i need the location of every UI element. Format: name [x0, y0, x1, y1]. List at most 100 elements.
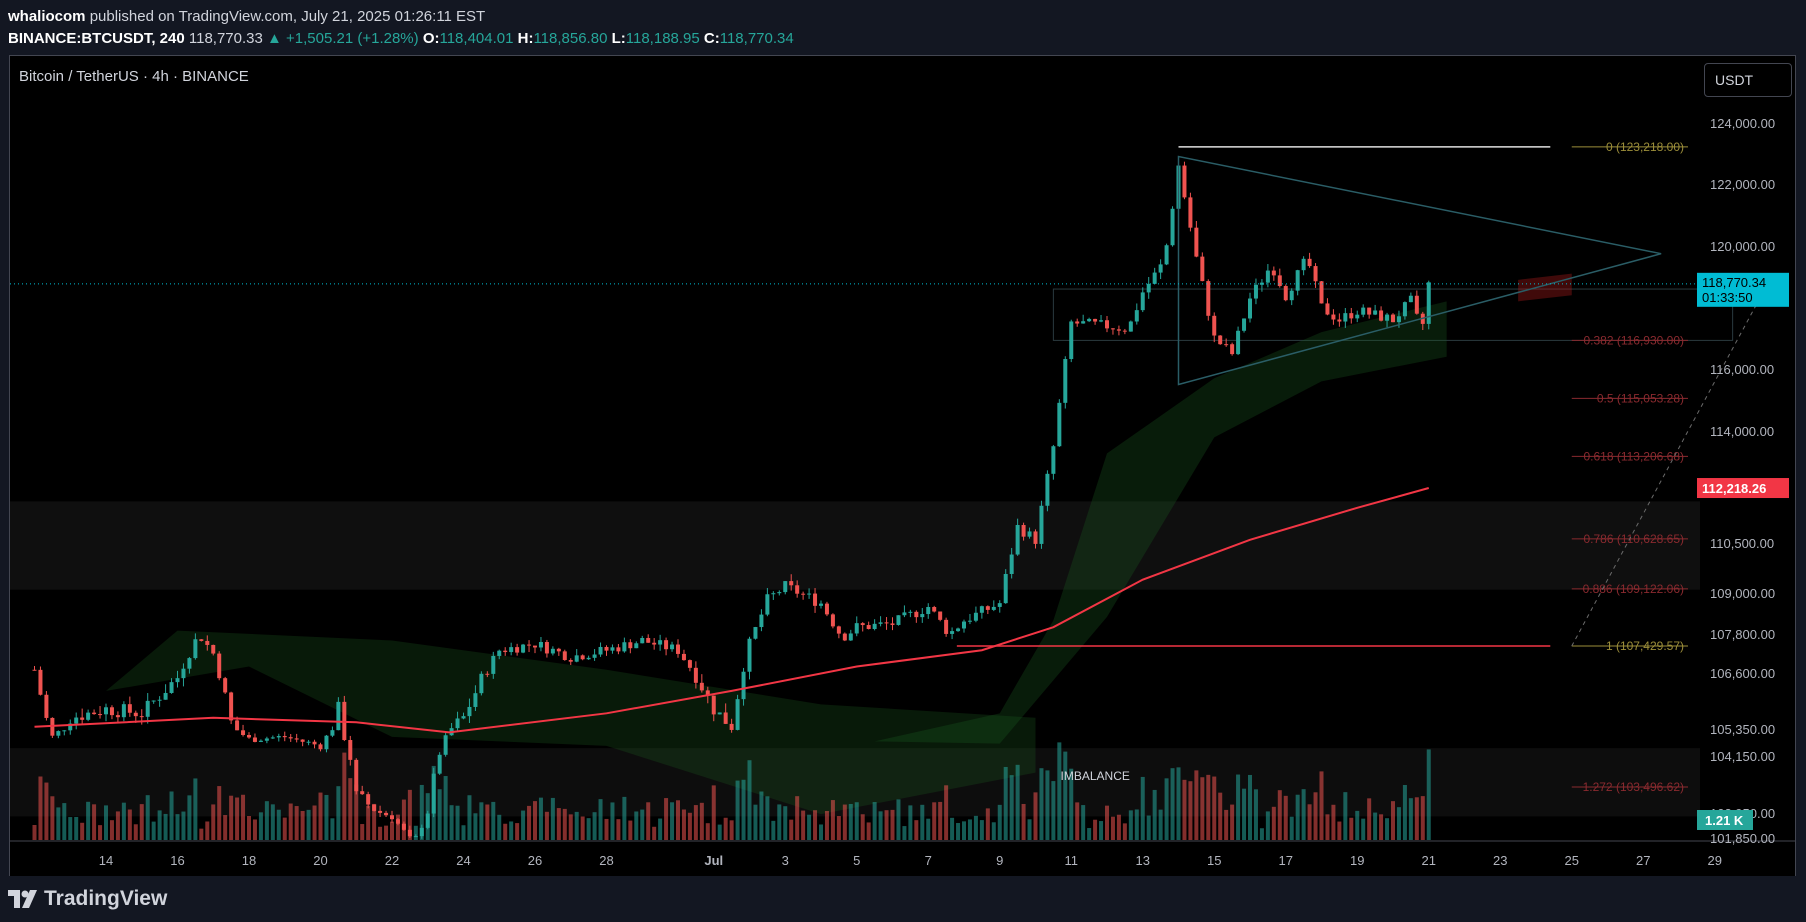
volume-bar: [1021, 803, 1026, 840]
candle-body: [967, 620, 972, 622]
volume-bar: [973, 815, 978, 840]
author-name[interactable]: whaliocom: [8, 8, 86, 25]
candle-body: [1224, 344, 1229, 346]
volume-bar: [1003, 766, 1008, 840]
volume-bar: [1039, 768, 1044, 840]
current-price-badge: [1697, 272, 1789, 307]
candle-body: [884, 622, 889, 624]
volume-bar: [789, 819, 794, 840]
candle-body: [836, 626, 841, 634]
volume-bar: [944, 785, 949, 840]
candle-body: [646, 637, 651, 643]
volume-bar: [431, 765, 436, 840]
chart-pane[interactable]: 0 (123,218.00) 0.382 (116,930.00) 0.5 (115…: [9, 55, 1796, 877]
volume-bar: [664, 798, 669, 840]
volume-bar: [1152, 789, 1157, 840]
volume-bar: [1206, 774, 1211, 840]
candle-body: [1009, 554, 1014, 574]
x-axis-tick-label: 5: [853, 853, 860, 868]
candle-body: [914, 611, 919, 618]
volume-bar: [747, 760, 752, 840]
volume-bar: [884, 810, 889, 840]
volume-bar: [401, 799, 406, 840]
candle-body: [628, 642, 633, 649]
candle-body: [604, 646, 609, 651]
volume-bar: [443, 776, 448, 840]
candle-body: [1033, 531, 1038, 544]
fib-level-label: 0 (123,218.00): [1606, 140, 1684, 154]
candle-body: [586, 657, 591, 660]
volume-bar: [205, 821, 210, 840]
volume-bar: [1218, 792, 1223, 840]
volume-bar: [1212, 776, 1217, 840]
volume-bar: [1128, 810, 1133, 840]
volume-bar: [932, 802, 937, 840]
volume-bar: [497, 814, 502, 840]
price-chart[interactable]: 0 (123,218.00) 0.382 (116,930.00) 0.5 (115…: [10, 56, 1795, 876]
candle-body: [771, 593, 776, 595]
volume-bar: [1331, 804, 1336, 840]
volume-bar: [300, 810, 305, 840]
x-axis-tick-label: 3: [782, 853, 789, 868]
volume-bar: [717, 824, 722, 840]
fib-level-label: 0.886 (109,122.06): [1583, 582, 1684, 596]
volume-bar: [199, 828, 204, 840]
volume-bar: [104, 805, 108, 840]
volume-bar: [1134, 809, 1139, 840]
volume-bar: [145, 795, 150, 840]
candle-body: [1319, 281, 1324, 304]
volume-bar: [586, 818, 591, 840]
tradingview-logo[interactable]: TradingView: [8, 886, 167, 912]
candle-body: [38, 669, 43, 695]
currency-button[interactable]: USDT: [1704, 63, 1792, 97]
candle-body: [640, 637, 645, 644]
volume-bar: [294, 806, 299, 840]
volume-bar: [956, 823, 961, 840]
demand-zone: [10, 501, 1700, 590]
candle-body: [294, 738, 299, 740]
volume-bar: [687, 812, 692, 840]
tradingview-icon: [8, 890, 37, 908]
candle-body: [1051, 446, 1056, 474]
candle-body: [68, 723, 73, 731]
volume-bar: [1051, 781, 1056, 840]
volume-bar: [419, 784, 424, 840]
candle-body: [1236, 330, 1241, 355]
candle-body: [658, 640, 663, 645]
volume-bar: [1188, 781, 1193, 840]
candle-body: [824, 603, 829, 615]
candle-body: [1027, 531, 1032, 537]
volume-bar: [1355, 810, 1360, 840]
volume-bar: [550, 797, 555, 840]
y-axis-tick-label: 110,500.00: [1710, 536, 1774, 551]
candle-body: [699, 682, 704, 691]
volume-bar: [1075, 802, 1080, 840]
volume-bar: [783, 806, 788, 840]
volume-bar: [896, 799, 901, 840]
y-axis-tick-label: 105,350.00: [1710, 722, 1775, 737]
volume-bar: [866, 822, 871, 840]
volume-bar: [670, 802, 675, 840]
volume-bar: [1110, 816, 1115, 840]
candle-body: [1206, 281, 1211, 316]
volume-bar: [824, 810, 829, 840]
candle-body: [819, 603, 823, 606]
volume-bar: [312, 805, 317, 840]
candle-body: [44, 694, 49, 718]
candle-body: [1355, 314, 1360, 319]
candle-body: [842, 633, 847, 641]
x-axis-tick-label: 11: [1065, 853, 1079, 868]
candle-body: [1045, 473, 1050, 506]
candle-body: [592, 654, 597, 658]
volume-bar: [247, 815, 251, 840]
volume-bar: [681, 809, 686, 840]
volume-bar: [646, 802, 651, 840]
volume-group: [32, 742, 1431, 840]
candle-body: [926, 607, 931, 615]
ma-price-value: 112,218.26: [1702, 481, 1766, 496]
symbol-label: BINANCE:BTCUSDT, 240: [8, 30, 185, 47]
candle-body: [509, 647, 514, 653]
candle-body: [1075, 321, 1080, 324]
volume-bar: [372, 803, 377, 840]
symmetrical-triangle: [1177, 155, 1662, 386]
